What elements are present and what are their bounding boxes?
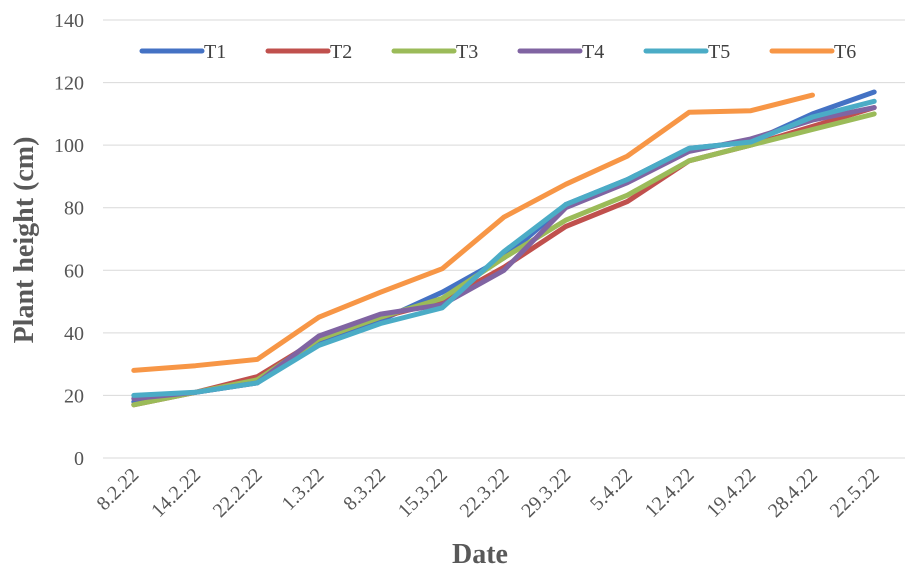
- legend-label: T5: [708, 41, 730, 63]
- x-tick-label: 1.3.22: [278, 464, 329, 515]
- x-tick-label: 22.3.22: [456, 464, 514, 522]
- legend-label: T3: [456, 41, 478, 63]
- legend-item-t6: T6: [769, 41, 856, 63]
- x-tick-label: 12.4.22: [641, 464, 699, 522]
- legend-label: T4: [582, 41, 604, 63]
- gridlines: [103, 19, 905, 459]
- series-line-t5: [131, 98, 877, 398]
- x-tick-label: 14.2.22: [147, 464, 205, 522]
- x-tick-label: 19.4.22: [702, 464, 760, 522]
- y-tick-label: 100: [54, 135, 84, 157]
- x-axis-ticks: 8.2.22 14.2.22 22.2.22 1.3.22 8.3.22 15.3.22 2…: [92, 464, 883, 522]
- x-tick-label: 22.5.22: [826, 464, 884, 522]
- legend-label: T6: [834, 41, 856, 63]
- legend-label: T1: [204, 41, 226, 63]
- y-tick-label: 20: [64, 385, 84, 407]
- legend: T1 T2 T3 T4 T5 T6: [139, 41, 856, 63]
- x-tick-label: 8.2.22: [92, 464, 143, 515]
- series-line-t6: [131, 92, 815, 373]
- x-tick-label: 22.2.22: [209, 464, 267, 522]
- x-axis-title: Date: [452, 539, 508, 569]
- legend-item-t1: T1: [139, 41, 226, 63]
- y-tick-label: 40: [64, 323, 84, 345]
- y-axis-ticks: 0 20 40 60 80 100 120 140: [54, 10, 84, 470]
- series-lines: [131, 89, 877, 408]
- y-axis-title: Plant height (cm): [9, 137, 40, 344]
- legend-label: T2: [330, 41, 352, 63]
- legend-item-t3: T3: [391, 41, 478, 63]
- y-tick-label: 0: [74, 448, 84, 470]
- legend-item-t2: T2: [265, 41, 352, 63]
- y-tick-label: 60: [64, 260, 84, 282]
- y-tick-label: 120: [54, 73, 84, 95]
- x-tick-label: 28.4.22: [764, 464, 822, 522]
- x-tick-label: 29.3.22: [517, 464, 575, 522]
- y-tick-label: 140: [54, 10, 84, 32]
- y-tick-label: 80: [64, 198, 84, 220]
- legend-item-t4: T4: [517, 41, 604, 63]
- x-tick-label: 8.3.22: [339, 464, 390, 515]
- x-tick-label: 15.3.22: [394, 464, 452, 522]
- x-tick-label: 5.4.22: [586, 464, 637, 515]
- legend-item-t5: T5: [643, 41, 730, 63]
